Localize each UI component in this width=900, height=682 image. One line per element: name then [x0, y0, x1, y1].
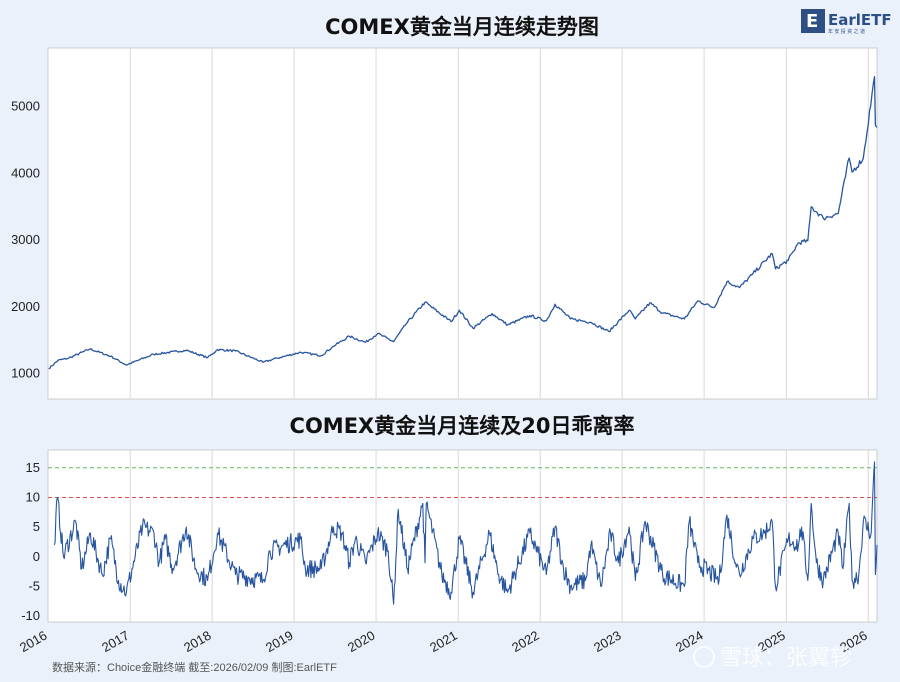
top-y-axis: 1000 2000 3000 4000 5000 [11, 99, 40, 381]
y-tick-label: 10 [26, 489, 40, 504]
y-tick-label: 4000 [11, 165, 40, 180]
bottom-series-line [53, 461, 878, 605]
snowball-icon [693, 646, 715, 668]
x-tick-label: 2024 [673, 628, 706, 655]
x-tick-label: 2020 [345, 628, 378, 655]
x-tick-label: 2022 [509, 628, 542, 655]
watermark-text: 雪球：张翼轸 [720, 646, 852, 671]
top-series-line [48, 76, 878, 370]
logo: E EarlETF 年 安 投 资 之 道 [801, 9, 892, 35]
y-tick-label: 15 [26, 460, 40, 475]
top-grid [129, 48, 869, 399]
logo-tagline: 年 安 投 资 之 道 [828, 28, 865, 35]
y-tick-label: -5 [28, 578, 40, 593]
y-tick-label: 5 [33, 519, 40, 534]
top-chart-title: COMEX黄金当月连续走势图 [325, 15, 599, 39]
y-tick-label: 0 [33, 549, 40, 564]
logo-brand: EarlETF [828, 11, 892, 29]
logo-mark-icon [801, 9, 825, 33]
x-tick-label: 2019 [263, 628, 296, 655]
y-tick-label: 5000 [11, 99, 40, 114]
svg-text:E: E [806, 11, 818, 32]
bottom-y-axis: -10 -5 0 5 10 15 [21, 460, 40, 623]
top-plot-area [47, 47, 878, 400]
bottom-reference-lines [48, 467, 877, 498]
watermark: 雪球：张翼轸 [693, 646, 852, 671]
x-tick-label: 2021 [427, 628, 460, 655]
bottom-plot-area [47, 449, 878, 623]
footer-source: 数据来源：Choice金融终端 截至:2026/02/09 制图:EarlETF [52, 660, 337, 674]
x-tick-label: 2023 [591, 628, 624, 655]
bottom-grid [129, 450, 869, 622]
y-tick-label: 2000 [11, 299, 40, 314]
bottom-chart-title: COMEX黄金当月连续及20日乖离率 [290, 414, 635, 438]
y-tick-label: -10 [21, 608, 40, 623]
x-tick-label: 2017 [99, 628, 132, 655]
x-tick-label: 2018 [181, 628, 214, 655]
x-tick-label: 2016 [17, 628, 50, 655]
y-tick-label: 3000 [11, 232, 40, 247]
y-tick-label: 1000 [11, 366, 40, 381]
